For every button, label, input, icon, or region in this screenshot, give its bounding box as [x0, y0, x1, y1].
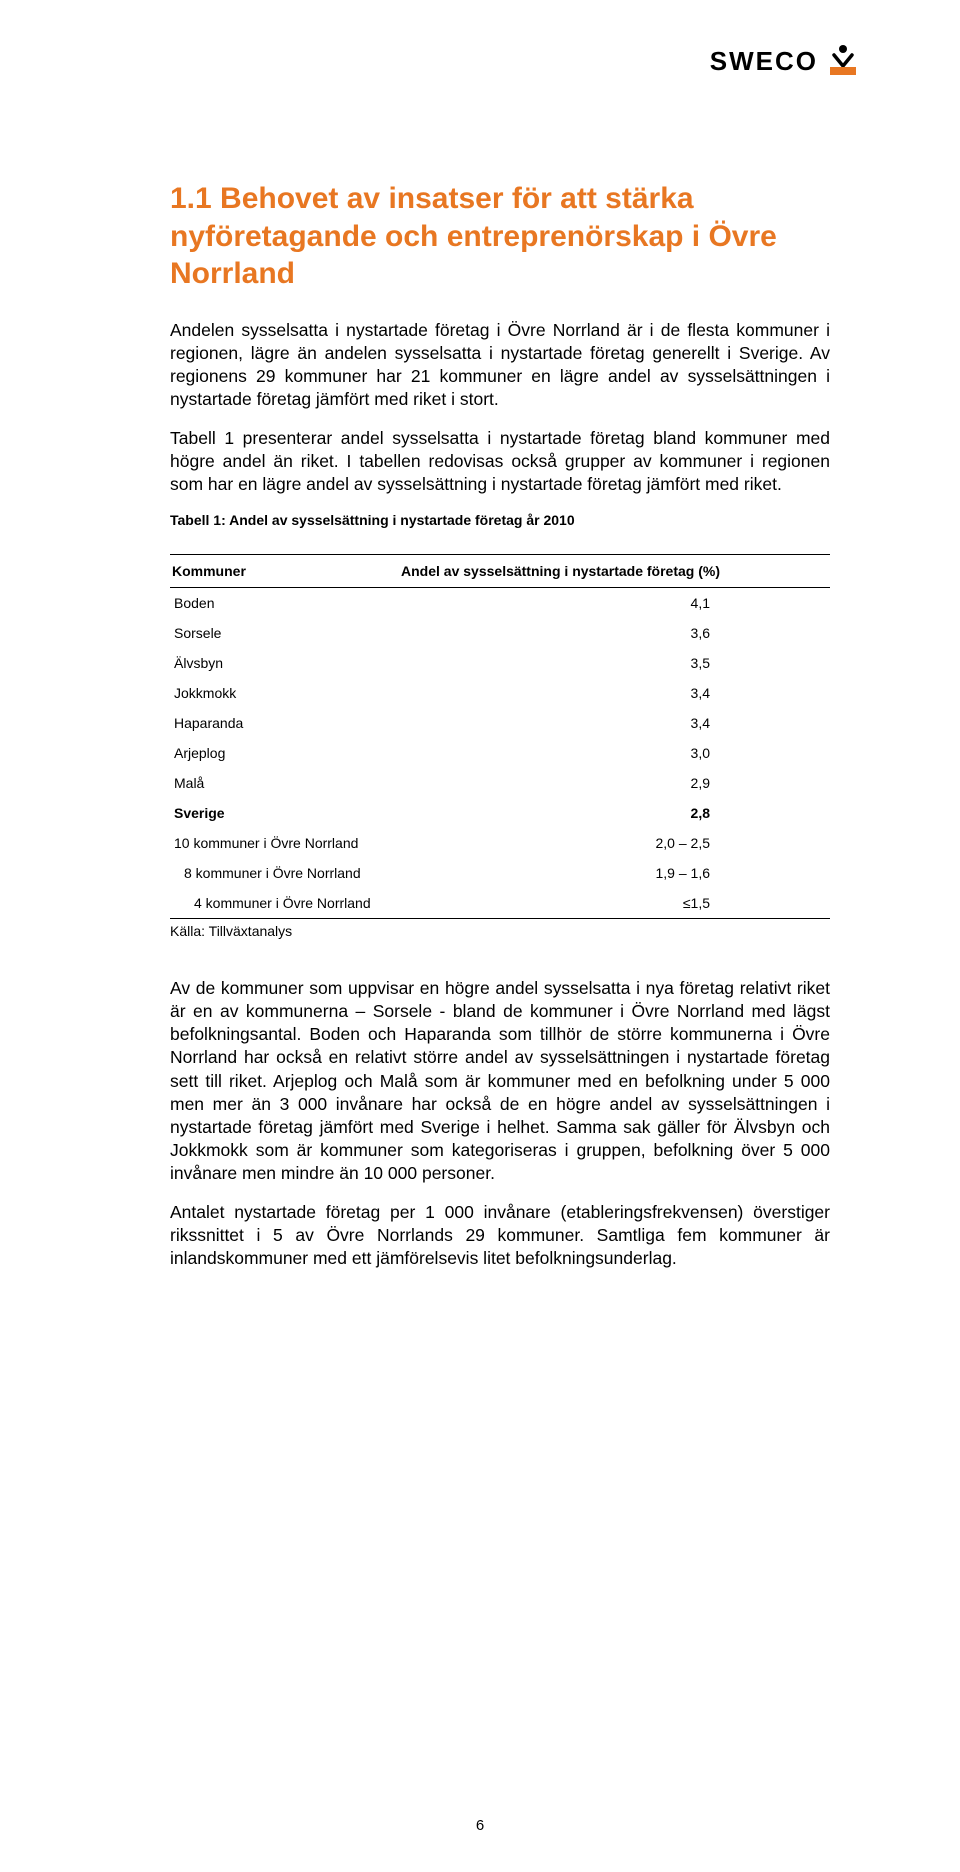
table-row: 8 kommuner i Övre Norrland1,9 – 1,6 — [170, 858, 830, 888]
table-cell-value: 4,1 — [382, 588, 830, 619]
table-cell-label: Malå — [170, 768, 382, 798]
table-cell-label: 8 kommuner i Övre Norrland — [170, 858, 382, 888]
table-cell-value: ≤1,5 — [382, 888, 830, 919]
table-row: Sverige2,8 — [170, 798, 830, 828]
table-cell-label: Boden — [170, 588, 382, 619]
page-number: 6 — [0, 1817, 960, 1834]
table-row: Malå2,9 — [170, 768, 830, 798]
table-cell-label: Älvsbyn — [170, 648, 382, 678]
table-row: 4 kommuner i Övre Norrland≤1,5 — [170, 888, 830, 919]
brand-logo: SWECO — [710, 44, 860, 78]
paragraph: Andelen sysselsatta i nystartade företag… — [170, 319, 830, 411]
table-row: Jokkmokk3,4 — [170, 678, 830, 708]
table-cell-value: 2,9 — [382, 768, 830, 798]
table-caption: Tabell 1: Andel av sysselsättning i nyst… — [170, 512, 830, 528]
table-cell-value: 3,6 — [382, 618, 830, 648]
table-header-row: Kommuner Andel av sysselsättning i nysta… — [170, 555, 830, 588]
table-cell-value: 2,0 – 2,5 — [382, 828, 830, 858]
paragraph: Av de kommuner som uppvisar en högre and… — [170, 977, 830, 1185]
table-cell-label: Sorsele — [170, 618, 382, 648]
table-cell-label: Haparanda — [170, 708, 382, 738]
table-row: Älvsbyn3,5 — [170, 648, 830, 678]
table-row: Boden4,1 — [170, 588, 830, 619]
table-cell-label: 4 kommuner i Övre Norrland — [170, 888, 382, 919]
table-cell-label: 10 kommuner i Övre Norrland — [170, 828, 382, 858]
table-header-value: Andel av sysselsättning i nystartade för… — [382, 555, 830, 588]
section-heading: 1.1 Behovet av insatser för att stärka n… — [170, 180, 830, 293]
brand-logo-text: SWECO — [710, 46, 818, 77]
page-content: 1.1 Behovet av insatser för att stärka n… — [170, 180, 830, 1270]
table-row: 10 kommuner i Övre Norrland2,0 – 2,5 — [170, 828, 830, 858]
table-cell-label: Jokkmokk — [170, 678, 382, 708]
table-cell-value: 3,0 — [382, 738, 830, 768]
table-cell-value: 3,5 — [382, 648, 830, 678]
data-table: Kommuner Andel av sysselsättning i nysta… — [170, 554, 830, 919]
table-cell-value: 3,4 — [382, 678, 830, 708]
table-cell-label: Sverige — [170, 798, 382, 828]
document-page: SWECO 1.1 Behovet av insatser för att st… — [0, 0, 960, 1872]
table-cell-value: 1,9 – 1,6 — [382, 858, 830, 888]
table-row: Sorsele3,6 — [170, 618, 830, 648]
table-cell-label: Arjeplog — [170, 738, 382, 768]
table-header-kommun: Kommuner — [170, 555, 382, 588]
paragraph: Antalet nystartade företag per 1 000 inv… — [170, 1201, 830, 1270]
table-row: Arjeplog3,0 — [170, 738, 830, 768]
table-cell-value: 2,8 — [382, 798, 830, 828]
table-cell-value: 3,4 — [382, 708, 830, 738]
table-row: Haparanda3,4 — [170, 708, 830, 738]
paragraph: Tabell 1 presenterar andel sysselsatta i… — [170, 427, 830, 496]
brand-logo-icon — [826, 44, 860, 78]
table-source: Källa: Tillväxtanalys — [170, 923, 830, 939]
